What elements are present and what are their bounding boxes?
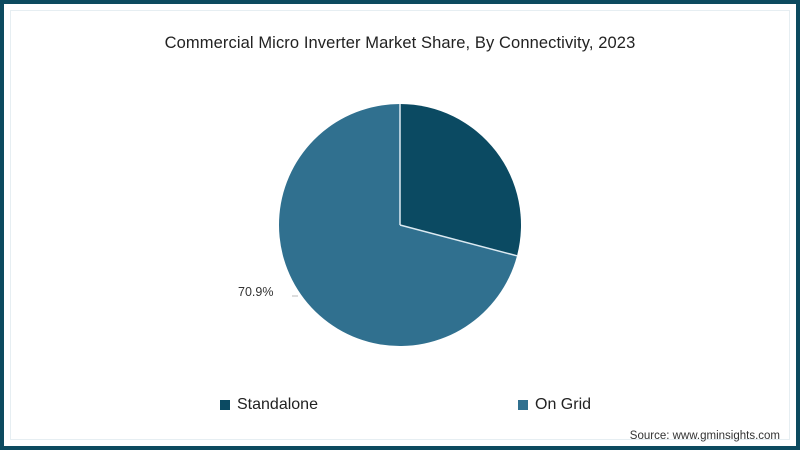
legend-item-standalone[interactable]: Standalone [220, 396, 318, 414]
chart-title: Commercial Micro Inverter Market Share, … [164, 34, 636, 52]
slice-divider [399, 224, 518, 257]
legend-label: Standalone [237, 396, 318, 413]
legend-swatch-icon [220, 400, 230, 410]
data-label-on-grid: 70.9% [238, 285, 274, 299]
legend-swatch-icon [518, 400, 528, 410]
pie-slice-on-grid[interactable] [278, 104, 518, 346]
pie-slice-standalone[interactable] [400, 104, 521, 256]
source-credit: Source: www.gminsights.com [629, 430, 780, 442]
legend-label: On Grid [535, 396, 592, 413]
legend-item-on-grid[interactable]: On Grid [518, 396, 591, 414]
